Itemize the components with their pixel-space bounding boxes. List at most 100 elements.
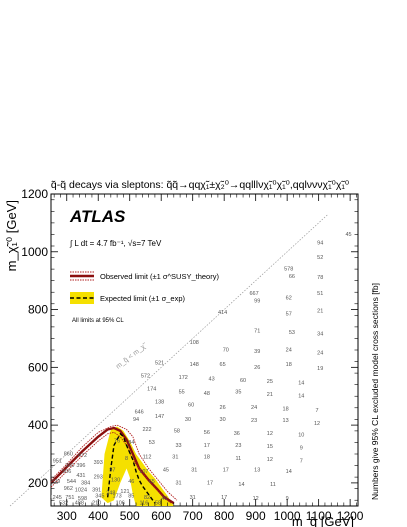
cross-section-value: 829	[51, 479, 60, 485]
y-tick-label: 400	[28, 418, 48, 432]
cross-section-value: 116	[139, 501, 148, 507]
cross-section-value: 384	[81, 480, 90, 486]
cross-section-value: 391	[92, 488, 101, 494]
cross-section-value: 107	[139, 469, 148, 475]
cross-section-value: 962	[64, 486, 73, 492]
cross-section-value: 506	[62, 469, 71, 475]
cross-section-value: 414	[218, 310, 227, 316]
cross-section-value: 23	[251, 418, 257, 424]
cross-section-value: 24	[251, 405, 257, 411]
cross-section-value: 76	[114, 438, 120, 444]
cross-section-value: 39	[254, 349, 260, 355]
cross-section-value: 25	[267, 379, 273, 385]
x-tick-label: 1100	[306, 509, 332, 523]
cross-section-value: 70	[223, 347, 229, 353]
cross-section-value: 108	[190, 340, 199, 346]
z-axis-title: Numbers give 95% CL excluded model cross…	[370, 283, 380, 500]
cross-section-value: 544	[67, 479, 76, 485]
cross-section-value: 951	[53, 459, 62, 465]
cross-section-value: 60	[240, 378, 246, 384]
cross-section-value: 17	[204, 443, 210, 449]
diagonal-label: m_q̃ < m_χ̃	[115, 342, 149, 371]
cross-section-value: 598	[78, 496, 87, 502]
cross-section-value: 431	[76, 473, 85, 479]
cross-section-value: 71	[254, 329, 260, 335]
x-tick-label: 300	[57, 509, 77, 523]
observed-limit-plus-theory-line	[50, 424, 178, 501]
cross-section-value: 31	[190, 495, 196, 501]
cross-section-value: 8	[125, 456, 128, 462]
cross-section-value: 521	[155, 360, 164, 366]
x-tick-label: 600	[151, 509, 171, 523]
cross-section-value: 9	[300, 446, 303, 452]
cross-section-value: 14	[298, 394, 304, 400]
cross-section-value: 138	[155, 399, 164, 405]
x-axis-title: m_q̃ [GeV]	[292, 514, 354, 527]
cross-section-value: 35	[235, 389, 241, 395]
cross-section-value: 46	[128, 479, 134, 485]
cross-section-value: 94	[133, 417, 139, 423]
cross-section-value: 31	[175, 480, 181, 486]
cross-section-value: 210	[92, 501, 101, 507]
cross-section-value: 60	[188, 402, 194, 408]
cross-section-value: 78	[317, 275, 323, 281]
y-axis-title: m_χ̃₁⁰ [GeV]	[4, 200, 19, 271]
cross-section-value: 13	[254, 467, 260, 473]
cross-section-value: 12	[267, 457, 273, 463]
cl-note: All limits at 95% CL	[72, 318, 124, 324]
cross-section-value: 65	[149, 479, 155, 485]
x-tick-label: 900	[246, 509, 266, 523]
cross-section-value: 646	[135, 410, 144, 416]
cross-section-value: 18	[283, 407, 289, 413]
cross-section-value: 26	[254, 365, 260, 371]
expected-limit-line	[106, 433, 156, 504]
cross-section-value: 172	[179, 375, 188, 381]
cross-section-value: 860	[64, 451, 73, 457]
cross-section-value: 62	[286, 295, 292, 301]
cross-section-value: 94	[317, 241, 323, 247]
cross-section-value: 10	[298, 433, 304, 439]
cross-section-value: 17	[221, 495, 227, 501]
x-tick-label: 1000	[274, 509, 301, 523]
cross-section-value: 1024	[75, 488, 87, 494]
cross-section-value: 58	[174, 428, 180, 434]
cross-section-value: 30	[220, 417, 226, 423]
cross-section-value: 30	[185, 417, 191, 423]
cross-section-value: 130	[111, 477, 120, 483]
cross-section-value: 26	[220, 405, 226, 411]
cross-section-value: 99	[254, 298, 260, 304]
legend-observed-label: Observed limit (±1 σ^SUSY_theory)	[100, 272, 219, 281]
y-tick-label: 800	[28, 303, 48, 317]
cross-section-value: 12	[314, 421, 320, 427]
cross-section-value: 121	[120, 489, 129, 495]
cross-section-value: 65	[220, 362, 226, 368]
cross-section-value: 51	[317, 291, 323, 297]
cross-section-value: 57	[286, 311, 292, 317]
cross-section-value: 112	[143, 454, 152, 460]
cross-section-value: 40	[161, 496, 167, 502]
cross-section-value: 12	[267, 431, 273, 437]
cross-section-value: 18	[204, 454, 210, 460]
x-tick-label: 500	[120, 509, 140, 523]
cross-section-value: 18	[286, 362, 292, 368]
cross-section-value: 17	[223, 467, 229, 473]
cross-section-value: 53	[289, 330, 295, 336]
cross-section-value: 31	[191, 467, 197, 473]
y-tick-label: 600	[28, 360, 48, 374]
cross-section-value: 34	[317, 332, 323, 338]
x-tick-label: 700	[183, 509, 203, 523]
cross-section-value: 7	[300, 459, 303, 465]
y-tick-label: 200	[28, 476, 48, 490]
atlas-logo: ATLAS	[69, 207, 126, 226]
cross-section-value: 82	[144, 495, 150, 501]
lumi-text: ∫ L dt = 4.7 fb⁻¹, √s=7 TeV	[69, 239, 162, 248]
cross-section-value: 174	[147, 386, 156, 392]
cross-section-value: 1245	[50, 495, 62, 501]
cross-section-value: 532	[59, 501, 68, 507]
cross-section-value: 293	[94, 475, 103, 481]
cross-section-value: 106	[116, 501, 125, 507]
cross-section-value: 43	[209, 376, 215, 382]
cross-section-value: 14	[238, 482, 244, 488]
